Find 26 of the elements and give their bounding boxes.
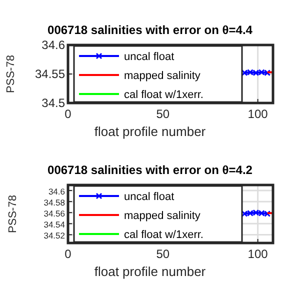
x-axis-title: float profile number [94, 124, 206, 139]
x-tick-label: 0 [64, 247, 72, 261]
legend-label: uncal float [124, 191, 174, 203]
y-tick-label: 34.6 [42, 38, 66, 52]
y-axis-title: PSS-78 [5, 55, 17, 93]
x-axis-title: float profile number [94, 264, 206, 279]
legend-label: cal float w/1xerr. [124, 89, 204, 101]
legend-label: cal float w/1xerr. [124, 229, 204, 241]
x-tick-label: 50 [156, 247, 170, 261]
x-tick-label: 0 [64, 107, 72, 121]
y-axis-title: PSS-78 [7, 195, 19, 233]
y-tick-label: 34.58 [44, 198, 66, 208]
y-tick-label: 34.5 [42, 96, 66, 110]
legend-label: mapped salinity [124, 210, 201, 222]
y-tick-label: 34.52 [44, 230, 66, 241]
x-tick-label: 100 [248, 107, 268, 121]
y-tick-label: 34.55 [34, 67, 66, 81]
chart-title: 006718 salinities with error on θ=4.2 [48, 163, 253, 177]
y-tick-label: 34.6 [48, 186, 66, 197]
x-tick-label: 50 [156, 107, 170, 121]
legend-label: uncal float [124, 51, 174, 63]
y-tick-label: 34.56 [44, 208, 66, 219]
x-tick-label: 100 [248, 247, 268, 261]
chart-title: 006718 salinities with error on θ=4.4 [48, 23, 253, 37]
legend-label: mapped salinity [124, 70, 201, 82]
y-tick-label: 34.54 [44, 220, 66, 230]
